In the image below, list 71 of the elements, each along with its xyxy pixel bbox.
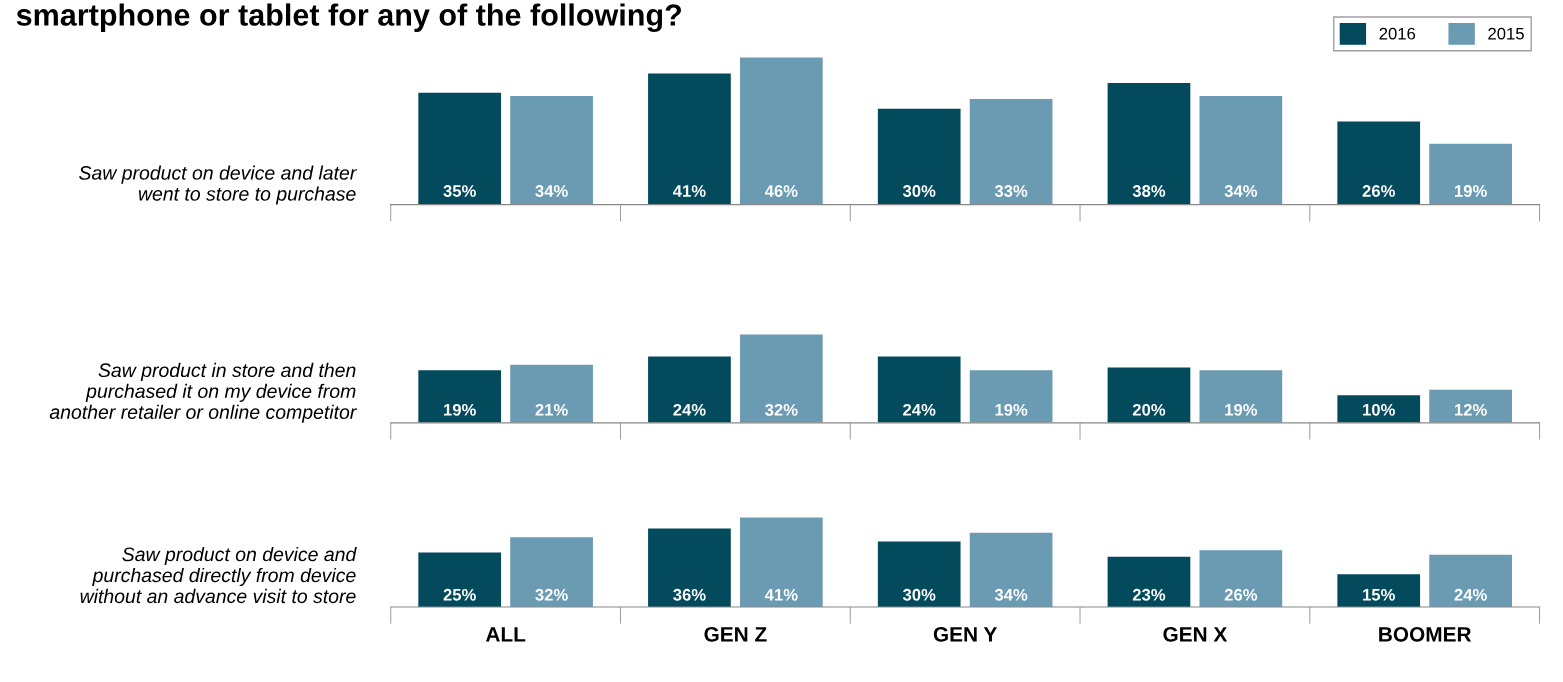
- data-label: 21%: [535, 403, 568, 416]
- bar: [877, 541, 961, 607]
- bar: [418, 370, 502, 423]
- data-label: 36%: [673, 588, 706, 601]
- bar: [739, 57, 823, 205]
- data-label: 24%: [673, 403, 706, 416]
- y-axis-title: Saw product on device and later went to store to purchase: [79, 165, 357, 205]
- bar: [739, 334, 823, 423]
- y-axis-title: Saw product in store and then purchased it on my device from another retailer or online competitor: [49, 362, 357, 423]
- bar: [510, 537, 593, 607]
- data-label: 20%: [1132, 403, 1166, 416]
- data-label: 19%: [1455, 185, 1487, 197]
- bar: [1337, 574, 1421, 607]
- data-label: 38%: [1132, 185, 1166, 197]
- data-label: 33%: [994, 185, 1028, 197]
- bar: [877, 356, 961, 423]
- bar: [1429, 389, 1512, 423]
- data-label: 24%: [903, 403, 936, 416]
- bar: [648, 356, 731, 423]
- data-label: 30%: [902, 588, 936, 601]
- bar: [510, 364, 593, 423]
- data-label: 12%: [1455, 403, 1487, 416]
- legend-label: 2016: [1379, 27, 1416, 40]
- bar: [510, 95, 593, 205]
- legend-label: 2015: [1488, 27, 1524, 40]
- data-label: 34%: [1224, 185, 1258, 197]
- data-label: 34%: [994, 588, 1028, 601]
- bar: [969, 532, 1053, 607]
- data-label: 41%: [673, 185, 706, 197]
- data-label: 19%: [1225, 403, 1258, 416]
- data-label: 35%: [443, 185, 476, 197]
- chart-title: smartphone or tablet for any of the following?: [16, 3, 682, 33]
- data-label: 26%: [1224, 588, 1258, 601]
- data-label: 30%: [902, 185, 936, 197]
- data-label: 46%: [764, 185, 798, 197]
- x-tick-label: GEN Y: [933, 626, 998, 642]
- bar: [418, 92, 502, 205]
- bar: [969, 370, 1053, 423]
- y-axis-title: Saw product on device and purchased directly from device without an advance visit to store: [80, 546, 357, 604]
- x-tick-label: BOOMER: [1379, 626, 1472, 642]
- bar: [648, 528, 731, 607]
- bar: [1429, 554, 1512, 607]
- data-label: 32%: [535, 588, 568, 601]
- bar: [1337, 395, 1421, 423]
- bar: [1199, 550, 1283, 607]
- bar: [418, 552, 502, 607]
- bar: [648, 73, 731, 205]
- data-label: 19%: [995, 403, 1028, 416]
- bar: [1337, 121, 1421, 205]
- bar: [739, 517, 823, 607]
- data-label: 10%: [1363, 403, 1395, 416]
- data-label: 24%: [1454, 588, 1487, 601]
- x-tick-label: GEN Z: [704, 626, 767, 642]
- data-label: 25%: [443, 588, 476, 601]
- bar: [1107, 556, 1191, 607]
- x-tick-label: ALL: [485, 627, 526, 642]
- data-label: 41%: [764, 588, 798, 601]
- data-label: 32%: [765, 403, 798, 416]
- data-label: 26%: [1362, 185, 1395, 197]
- bar: [1107, 367, 1191, 423]
- data-label: 23%: [1132, 588, 1166, 601]
- x-tick-label: GEN X: [1163, 626, 1228, 642]
- bar: [1199, 95, 1283, 205]
- bar: [1199, 370, 1283, 423]
- data-label: 15%: [1363, 588, 1395, 601]
- bar: [1107, 83, 1191, 205]
- bar: [1429, 143, 1512, 205]
- bar: [877, 108, 961, 205]
- data-label: 34%: [535, 185, 568, 197]
- data-label: 19%: [444, 403, 476, 416]
- bar: [969, 99, 1053, 205]
